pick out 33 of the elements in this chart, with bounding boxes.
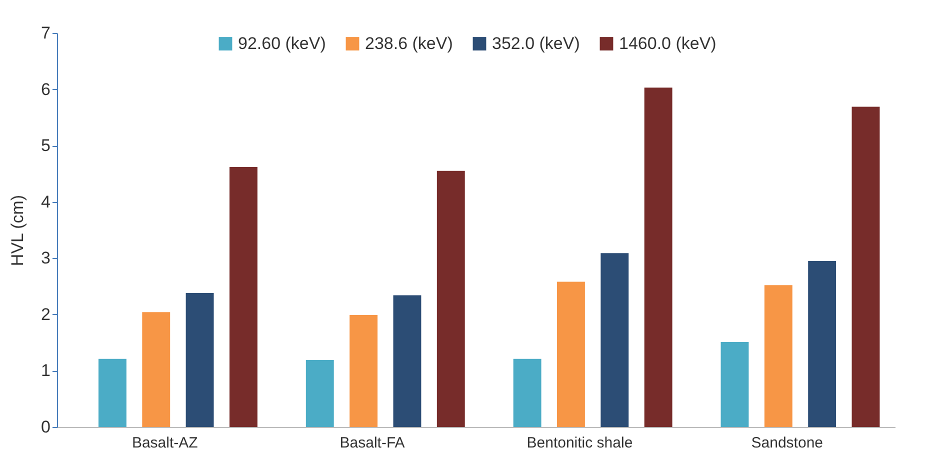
bar [98,358,126,427]
legend-label: 1460.0 (keV) [619,34,716,53]
x-tick-label: Basalt-FA [340,434,405,452]
y-axis-title: HVL (cm) [8,194,28,266]
bar [142,312,170,427]
y-tick-label: 5 [41,136,50,156]
bar [764,285,792,427]
bar [720,342,749,427]
legend-label: 352.0 (keV) [492,34,580,53]
y-tick-label: 2 [41,304,50,324]
y-tick-label: 4 [41,192,50,212]
bar [350,314,378,427]
x-tick-label: Sandstone [751,434,824,452]
bar [229,166,258,427]
bar [306,360,334,427]
x-tick-label: Basalt-AZ [132,434,198,452]
y-tick-label: 7 [41,24,50,42]
legend-label: 92.60 (keV) [238,34,326,53]
bar [436,170,465,427]
bar [393,295,422,427]
x-tick-label: Bentonitic shale [526,434,633,452]
bar [513,358,542,427]
bar [644,88,672,427]
bar [186,293,214,427]
bar [852,106,880,427]
y-tick-label: 1 [41,361,50,380]
y-tick-label: 0 [41,418,50,436]
y-tick-label: 6 [41,80,50,99]
bar [808,260,836,427]
legend-label: 238.6 (keV) [365,34,453,53]
bar [600,253,629,427]
bar [557,282,585,427]
y-tick-label: 3 [41,248,50,268]
